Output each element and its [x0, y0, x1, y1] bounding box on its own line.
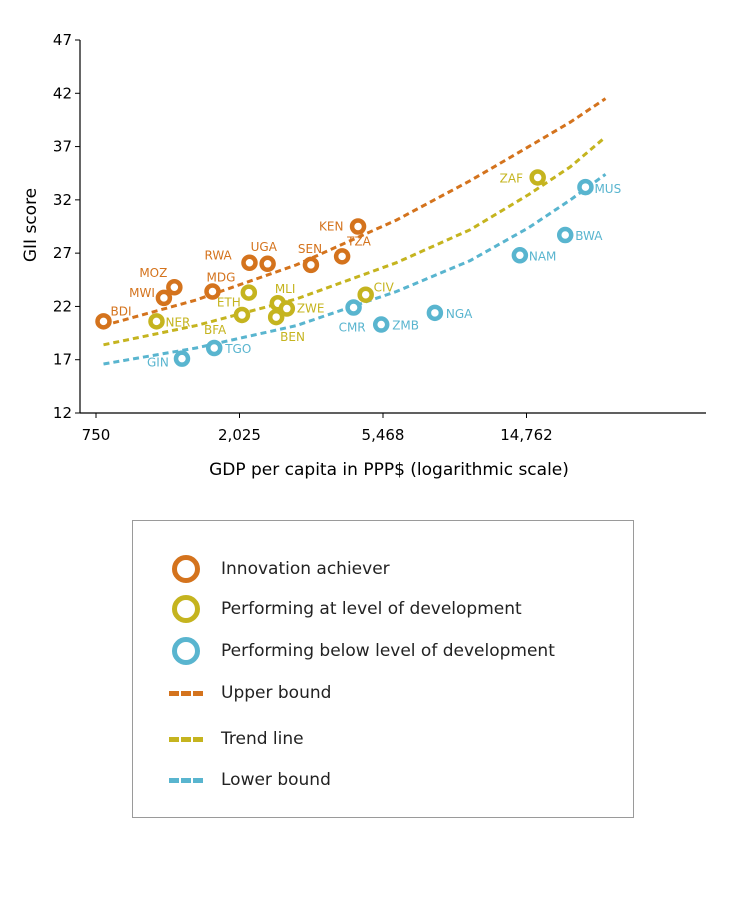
point-label-ben: BEN — [280, 330, 305, 344]
chart: 12 17 22 27 32 37 42 47 750 2,025 5,468 14,762 BDI M… — [21, 31, 706, 480]
point-sen — [302, 256, 320, 274]
legend-dash-icon — [169, 777, 203, 783]
point-zaf — [529, 169, 546, 186]
legend-label: Performing at level of development — [221, 599, 522, 619]
x-tick-label: 5,468 — [362, 426, 405, 444]
point-tgo — [205, 339, 223, 357]
point-ben — [267, 308, 285, 326]
x-tick-label: 2,025 — [218, 426, 261, 444]
point-label-zaf: ZAF — [500, 171, 523, 185]
point-bwa — [556, 226, 574, 244]
legend-dash — [169, 736, 203, 742]
legend-dash-icon — [169, 736, 203, 742]
x-axis-title: GDP per capita in PPP$ (logarithmic scal… — [209, 460, 569, 480]
point-bfa — [233, 306, 251, 324]
y-tick-label: 42 — [53, 84, 72, 102]
point-rwa — [241, 254, 258, 271]
legend-marker — [169, 555, 203, 583]
legend-item: Performing below level of development — [169, 636, 555, 666]
x-tick-label: 14,762 — [500, 426, 553, 444]
legend: Innovation achiever Performing at level o… — [132, 520, 634, 818]
point-eth — [240, 284, 258, 301]
point-label-ner: NER — [165, 315, 190, 329]
legend-item: Innovation achiever — [169, 554, 390, 584]
point-label-bdi: BDI — [111, 304, 132, 318]
point-ken — [349, 218, 367, 235]
point-label-ken: KEN — [319, 220, 343, 234]
y-tick-label: 22 — [53, 297, 72, 315]
legend-ring-icon — [172, 555, 200, 583]
legend-label: Trend line — [221, 729, 304, 749]
point-label-nga: NGA — [446, 307, 473, 321]
legend-label: Innovation achiever — [221, 559, 390, 579]
point-label-tgo: TGO — [224, 342, 251, 356]
legend-dash — [169, 690, 203, 696]
point-nga — [426, 304, 444, 322]
point-label-bfa: BFA — [204, 323, 227, 337]
point-label-civ: CIV — [374, 281, 395, 295]
y-axis-title: GII score — [21, 188, 41, 262]
point-label-gin: GIN — [147, 356, 169, 370]
point-label-zmb: ZMB — [392, 319, 419, 333]
legend-ring-icon — [172, 595, 200, 623]
y-tick-label: 27 — [53, 244, 72, 262]
point-mdg — [204, 283, 221, 300]
point-mus — [577, 178, 594, 196]
trend-line-line — [103, 135, 607, 347]
legend-item: Performing at level of development — [169, 594, 522, 624]
point-tza — [333, 248, 351, 265]
lower-bound-line — [103, 173, 607, 366]
legend-dash — [169, 777, 203, 783]
legend-label: Performing below level of development — [221, 641, 555, 661]
legend-label: Lower bound — [221, 770, 331, 790]
point-civ — [357, 286, 374, 303]
axis-ticks: 12 17 22 27 32 37 42 47 750 2,025 5,468 14,762 — [53, 31, 553, 444]
point-gin — [173, 350, 191, 367]
point-label-mdg: MDG — [207, 271, 236, 285]
y-tick-label: 47 — [53, 31, 72, 49]
point-ner — [148, 313, 165, 330]
point-moz — [166, 278, 183, 296]
point-label-nam: NAM — [529, 249, 557, 263]
point-label-mwi: MWI — [129, 286, 155, 300]
point-label-mus: MUS — [594, 182, 621, 196]
point-mwi — [155, 289, 173, 307]
point-label-eth: ETH — [217, 296, 241, 310]
point-label-rwa: RWA — [204, 249, 232, 263]
point-label-zwe: ZWE — [297, 302, 325, 316]
point-label-sen: SEN — [298, 242, 322, 256]
point-label-tza: TZA — [346, 234, 372, 248]
point-label-mli: MLI — [275, 282, 296, 296]
legend-marker — [169, 637, 203, 665]
point-bdi — [95, 313, 112, 330]
x-tick-label: 750 — [82, 426, 111, 444]
y-tick-label: 37 — [53, 138, 72, 156]
legend-ring-icon — [172, 637, 200, 665]
point-nam — [511, 247, 529, 264]
y-tick-label: 32 — [53, 191, 72, 209]
legend-marker — [169, 595, 203, 623]
legend-dash-icon — [169, 690, 203, 696]
legend-item: Upper bound — [169, 678, 331, 708]
point-uga — [259, 255, 276, 273]
y-tick-label: 12 — [53, 404, 72, 422]
point-zmb — [372, 316, 390, 333]
point-label-moz: MOZ — [139, 266, 167, 280]
point-label-uga: UGA — [251, 240, 278, 254]
y-tick-label: 17 — [53, 351, 72, 369]
point-zwe — [278, 300, 296, 317]
point-cmr — [345, 299, 362, 316]
point-label-cmr: CMR — [339, 320, 366, 334]
legend-item: Lower bound — [169, 765, 331, 795]
legend-label: Upper bound — [221, 683, 332, 703]
point-label-bwa: BWA — [575, 229, 603, 243]
legend-item: Trend line — [169, 724, 304, 754]
